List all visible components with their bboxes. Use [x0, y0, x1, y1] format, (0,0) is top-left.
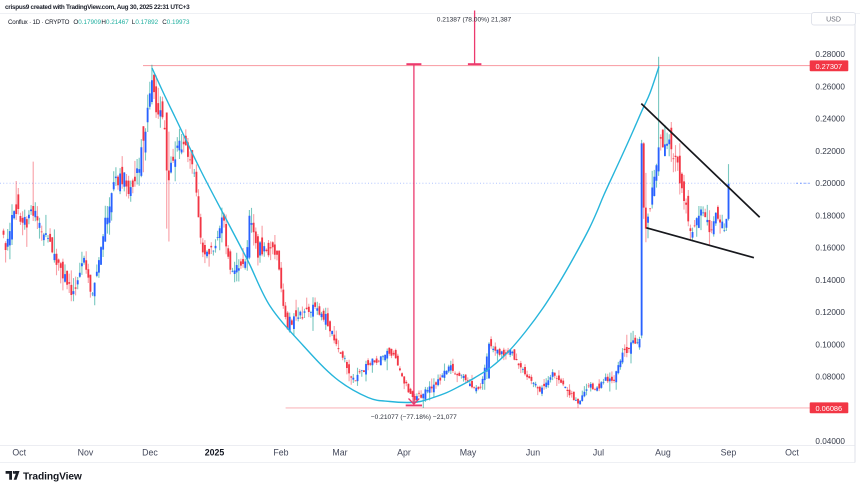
- svg-text:0.24000: 0.24000: [815, 115, 845, 124]
- svg-text:0.27307: 0.27307: [815, 62, 842, 71]
- svg-text:0.16000: 0.16000: [815, 244, 845, 253]
- svg-text:TradingView: TradingView: [23, 472, 82, 483]
- svg-text:Dec: Dec: [142, 448, 158, 458]
- svg-text:0.14000: 0.14000: [815, 276, 845, 285]
- svg-text:Jul: Jul: [593, 448, 604, 458]
- svg-text:−0.21077 (−77.18%) −21,077: −0.21077 (−77.18%) −21,077: [371, 414, 457, 421]
- svg-text:0.21387 (78.00%) 21,387: 0.21387 (78.00%) 21,387: [437, 17, 512, 24]
- svg-text:0.18000: 0.18000: [815, 211, 845, 220]
- svg-text:Feb: Feb: [273, 448, 288, 458]
- svg-text:0.08000: 0.08000: [815, 373, 845, 382]
- svg-text:Aug: Aug: [655, 448, 671, 458]
- svg-text:Sep: Sep: [721, 448, 737, 458]
- svg-text:Mar: Mar: [332, 448, 347, 458]
- svg-text:Oct: Oct: [785, 448, 799, 458]
- svg-text:Jun: Jun: [526, 448, 540, 458]
- svg-text:0.20000: 0.20000: [815, 179, 845, 188]
- svg-text:0.12000: 0.12000: [815, 308, 845, 317]
- svg-text:0.28000: 0.28000: [815, 50, 845, 59]
- svg-text:0.06086: 0.06086: [815, 404, 842, 413]
- svg-text:Oct: Oct: [12, 448, 26, 458]
- svg-text:2025: 2025: [205, 448, 225, 458]
- svg-text:Nov: Nov: [78, 448, 94, 458]
- svg-text:0.10000: 0.10000: [815, 340, 845, 349]
- svg-text:0.04000: 0.04000: [815, 437, 845, 446]
- svg-text:USD: USD: [826, 17, 841, 24]
- svg-text:0.22000: 0.22000: [815, 147, 845, 156]
- svg-text:May: May: [460, 448, 477, 458]
- svg-text:crispus9 created with TradingV: crispus9 created with TradingView.com, A…: [5, 4, 190, 11]
- svg-text:0.26000: 0.26000: [815, 82, 845, 91]
- svg-text:Apr: Apr: [397, 448, 411, 458]
